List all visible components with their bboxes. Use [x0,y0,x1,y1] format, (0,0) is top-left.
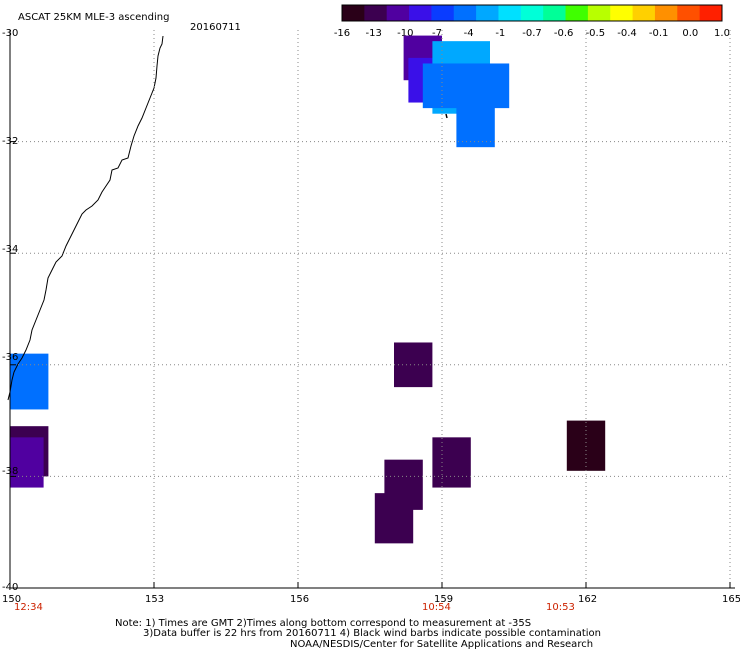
color-swatch [520,5,544,21]
color-swatch [654,5,678,21]
note-line-2: 3)Data buffer is 22 hrs from 20160711 4)… [143,628,601,639]
color-swatch [699,5,723,21]
color-tick-label: -1 [495,28,505,39]
color-swatch [543,5,567,21]
y-tick-labels: -30 -32 -34 -36 -38 -40 [2,28,18,593]
color-swatch [409,5,432,21]
color-tick-label: -0.1 [649,28,669,39]
time-label: 10:54 [422,602,451,613]
color-swatch [453,5,477,21]
color-tick-label: -4 [464,28,474,39]
x-tick: 156 [290,594,309,605]
color-swatch [610,5,634,21]
wind-cell [10,353,49,410]
note-line-3: NOAA/NESDIS/Center for Satellite Applica… [290,639,593,650]
x-tick: 162 [578,594,597,605]
color-swatch [677,5,701,21]
color-swatch [386,5,410,21]
island-marker [445,113,448,119]
color-tick-label: -7 [432,28,442,39]
y-tick: -34 [2,244,18,255]
y-tick: -32 [2,136,18,147]
color-tick-label: -0.4 [617,28,637,39]
color-swatch [498,5,522,21]
wind-cell [374,493,414,544]
y-tick: -36 [2,352,18,363]
color-tick-label: -0.7 [522,28,542,39]
wind-cell [456,102,495,148]
lat-lon-grid [10,30,731,588]
color-tick-label: -16 [334,28,350,39]
color-swatch [342,5,365,21]
x-tick: 165 [722,594,740,605]
color-swatch [587,5,611,21]
color-tick-label: -0.6 [554,28,574,39]
y-tick: -30 [2,28,18,39]
x-tick: 150 [2,594,21,605]
wind-cells [10,35,606,544]
y-tick: -40 [2,582,18,593]
color-tick-label: 0.0 [682,28,698,39]
wind-cell [466,63,510,109]
color-swatch [431,5,455,21]
y-tick: -38 [2,466,18,477]
color-swatch [632,5,656,21]
wind-cell [432,437,471,488]
x-tick: 159 [434,594,453,605]
color-bar-frame [341,4,723,22]
x-tick-labels: 150 153 156 159 162 165 [2,594,740,605]
color-swatch [476,5,499,21]
color-scale-bar [341,4,723,22]
time-label: 12:34 [14,602,43,613]
time-label: 10:53 [546,602,575,613]
color-tick-label: -10 [397,28,413,39]
color-swatch [565,5,589,21]
wind-cell [566,420,606,471]
color-swatch [364,5,388,21]
wind-cell [422,63,466,109]
color-scale-labels: -16 -13 -10 -7 -4 -1 -0.7 -0.6 -0.5 -0.4 -0.1 0.0 1.… [334,28,730,39]
color-tick-label: 1.0 [714,28,730,39]
color-tick-label: -13 [365,28,381,39]
note-line-1: Note: 1) Times are GMT 2)Times along bot… [115,618,531,629]
product-title: ASCAT 25KM MLE-3 ascending [18,12,169,23]
x-tick: 153 [145,594,164,605]
wind-cell [10,437,44,488]
color-tick-label: -0.5 [586,28,606,39]
date-label: 20160711 [190,22,241,33]
coastline [7,35,164,401]
